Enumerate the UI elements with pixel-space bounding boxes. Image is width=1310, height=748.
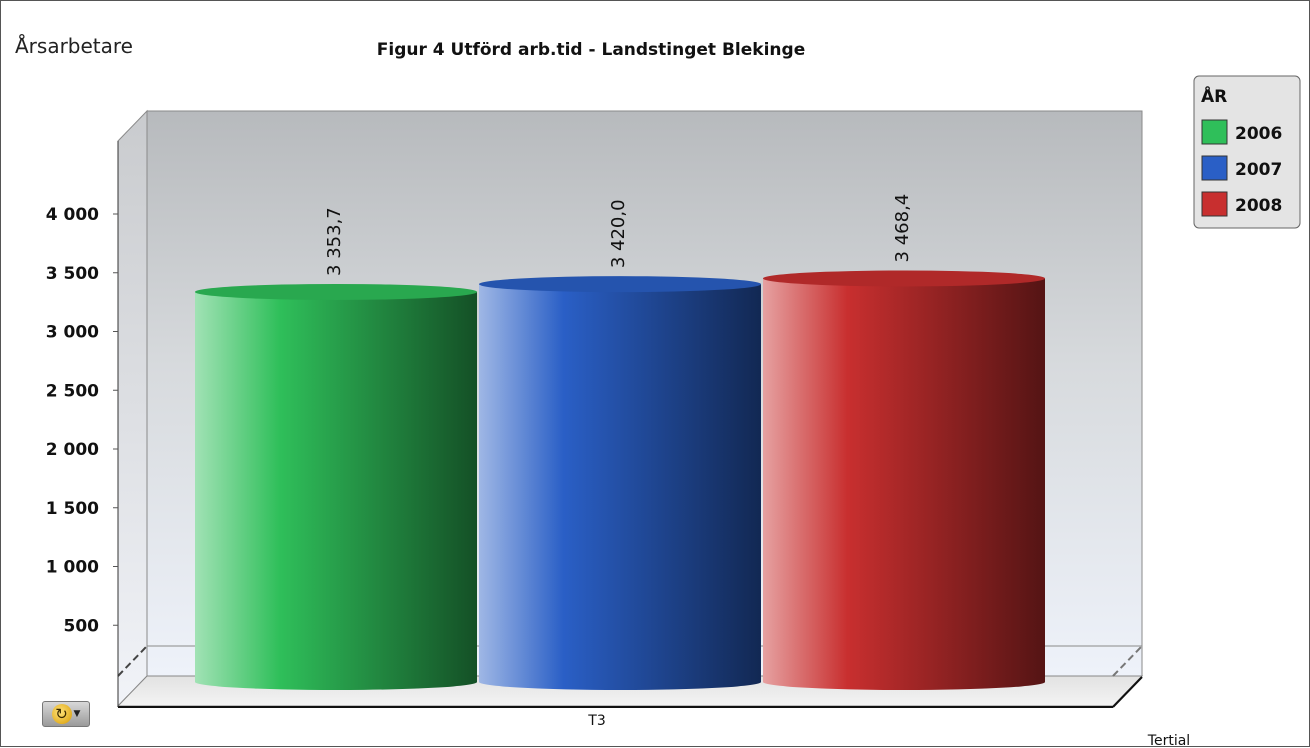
data-label-2008: 3 468,4 [892, 194, 913, 263]
y-axis-label: Årsarbetare [15, 34, 133, 58]
y-axis-ticks: 500 1 000 1 500 2 000 2 500 3 000 3 500 4 000 [46, 205, 118, 636]
y-tick-label: 2 000 [46, 440, 99, 460]
legend-label-2007: 2007 [1235, 160, 1282, 180]
y-tick-label: 1 000 [46, 558, 99, 578]
break-mark-right [1112, 645, 1143, 677]
legend-label-2008: 2008 [1235, 196, 1282, 216]
legend-swatch-2006 [1201, 119, 1228, 145]
break-mark-left [117, 645, 148, 677]
x-tick-label: T3 [587, 713, 605, 729]
legend-label-2006: 2006 [1235, 124, 1282, 144]
bar-2007 [479, 284, 761, 690]
plot-side-wall [117, 109, 148, 708]
y-tick-label: 2 500 [46, 381, 99, 401]
bar-top-2006 [195, 283, 477, 300]
legend-title: ÅR [1201, 84, 1227, 107]
data-labels-group: 3 353,7 3 420,0 3 468,4 [324, 194, 913, 276]
x-axis-label: Tertial [1147, 733, 1190, 748]
y-tick-label: 4 000 [46, 205, 99, 225]
bars-group [195, 270, 1045, 690]
legend-swatch-2008 [1201, 191, 1228, 217]
y-tick-label: 500 [64, 616, 100, 636]
x-axis-depth-line [1112, 676, 1143, 708]
chart-title: Figur 4 Utförd arb.tid - Landstinget Ble… [377, 40, 805, 60]
data-label-2006: 3 353,7 [324, 207, 345, 276]
legend: ÅR 2006 2007 2008 [1193, 75, 1301, 229]
data-label-2007: 3 420,0 [608, 199, 629, 268]
y-tick-label: 1 500 [46, 499, 99, 519]
refresh-button[interactable]: ↻ ▼ [42, 701, 90, 727]
y-tick-label: 3 000 [46, 323, 99, 343]
legend-box [1193, 75, 1301, 229]
bar-2006 [195, 291, 477, 690]
chevron-down-icon: ▼ [73, 709, 81, 719]
bar-top-2008 [763, 270, 1045, 287]
y-tick-label: 3 500 [46, 264, 99, 284]
bar-top-2007 [479, 276, 761, 293]
bar-2008 [763, 278, 1045, 690]
refresh-icon: ↻ [51, 704, 72, 724]
legend-swatch-2007 [1201, 155, 1228, 181]
